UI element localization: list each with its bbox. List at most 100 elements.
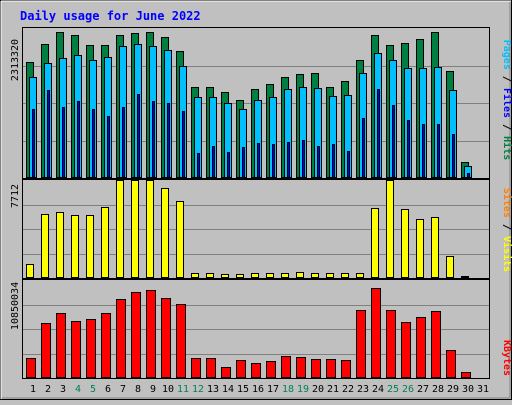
hits-bar-pages-16 [257, 143, 260, 178]
hits-bar-pages-1 [32, 109, 35, 178]
kbytes-bar-kbytes-19 [296, 357, 306, 378]
svg-text:Sites / Visits: Sites / Visits [501, 188, 512, 272]
day-label: 4 [75, 384, 81, 395]
legend-hits: Hits [501, 136, 512, 160]
visits-bar-visits-11 [176, 201, 184, 278]
day-label: 30 [462, 384, 474, 395]
kbytes-bar-kbytes-27 [416, 317, 426, 378]
day-label: 3 [60, 384, 66, 395]
day-label: 9 [150, 384, 156, 395]
day-label: 27 [417, 384, 429, 395]
day-label: 25 [387, 384, 399, 395]
visits-bar-visits-9 [146, 180, 154, 278]
day-label: 15 [237, 384, 249, 395]
kbytes-bar-kbytes-24 [371, 288, 381, 378]
visits-bar-visits-23 [356, 273, 364, 278]
day-labels: 1 2 3 4 5 6 7 8 9 10 11 12 13 14 15 16 17 18 19 20 21 22 23 24 2… [30, 384, 489, 395]
hits-bar-pages-12 [197, 153, 200, 178]
hits-bar-pages-25 [392, 105, 395, 178]
day-label: 20 [312, 384, 324, 395]
day-label: 19 [297, 384, 309, 395]
day-label: 17 [267, 384, 279, 395]
hits-bar-pages-17 [272, 144, 275, 178]
hits-bar-pages-3 [62, 107, 65, 178]
visits-bar-visits-1 [26, 264, 34, 278]
hits-bar-pages-19 [302, 140, 305, 178]
kbytes-bar-kbytes-13 [206, 358, 216, 378]
legend-sites: Sites [501, 188, 512, 218]
visits-bar-visits-30 [461, 276, 469, 278]
hits-ymax-label: 2313320 [10, 39, 21, 81]
visits-bar-visits-28 [431, 217, 439, 278]
day-label: 10 [162, 384, 174, 395]
visits-bar-visits-15 [236, 274, 244, 278]
day-label: 5 [90, 384, 96, 395]
day-label: 23 [357, 384, 369, 395]
kbytes-bar-kbytes-9 [146, 290, 156, 378]
day-label: 29 [447, 384, 459, 395]
hits-bar-pages-6 [107, 116, 110, 178]
bars [26, 32, 472, 378]
visits-bar-visits-21 [326, 273, 334, 278]
visits-bar-visits-19 [296, 272, 304, 278]
day-label: 12 [192, 384, 204, 395]
visits-bar-visits-22 [341, 273, 349, 278]
kbytes-panel-frame [22, 279, 490, 379]
kbytes-bar-kbytes-14 [221, 367, 231, 378]
hits-bar-pages-18 [287, 142, 290, 178]
kbytes-bar-kbytes-1 [26, 358, 36, 378]
kbytes-bar-kbytes-22 [341, 360, 351, 378]
hits-bar-pages-14 [227, 152, 230, 178]
visits-bar-visits-24 [371, 208, 379, 278]
kbytes-bar-kbytes-21 [326, 359, 336, 378]
kbytes-bar-kbytes-17 [266, 361, 276, 378]
day-label: 26 [402, 384, 414, 395]
day-label: 21 [327, 384, 339, 395]
visits-bar-visits-2 [41, 214, 49, 278]
kbytes-bar-kbytes-18 [281, 356, 291, 378]
visits-bar-visits-16 [251, 273, 259, 278]
legend-files: Files [501, 88, 512, 118]
kbytes-bar-kbytes-16 [251, 363, 261, 378]
legend-sep-2: / [501, 124, 512, 130]
day-label: 14 [222, 384, 234, 395]
hits-bar-pages-11 [182, 111, 185, 178]
day-label: 1 [30, 384, 36, 395]
chart-title: Daily usage for June 2022 [20, 9, 201, 23]
visits-bar-visits-6 [101, 207, 109, 278]
legend-kbytes: KBytes [501, 340, 512, 376]
hits-bar-pages-21 [332, 144, 335, 178]
kbytes-bar-kbytes-20 [311, 359, 321, 378]
visits-bar-visits-27 [416, 219, 424, 278]
visits-ymax-label: 7712 [10, 184, 21, 208]
visits-bar-visits-10 [161, 188, 169, 278]
visits-bar-visits-20 [311, 273, 319, 278]
day-label: 8 [135, 384, 141, 395]
hits-bar-pages-28 [437, 124, 440, 178]
kbytes-bar-kbytes-4 [71, 321, 81, 378]
hits-bar-pages-15 [242, 147, 245, 178]
visits-bar-visits-14 [221, 274, 229, 278]
hits-bar-pages-10 [167, 103, 170, 178]
hits-bar-pages-26 [407, 120, 410, 178]
kbytes-bar-kbytes-10 [161, 298, 171, 378]
kbytes-bar-kbytes-5 [86, 319, 96, 378]
visits-bar-visits-17 [266, 273, 274, 278]
hits-bar-pages-13 [212, 146, 215, 178]
kbytes-bar-kbytes-7 [116, 299, 126, 378]
kbytes-bar-kbytes-30 [461, 372, 471, 378]
hits-bar-pages-8 [137, 94, 140, 178]
kbytes-bar-kbytes-25 [386, 310, 396, 378]
kbytes-legend: KBytes [501, 340, 512, 376]
hits-bar-pages-5 [92, 109, 95, 178]
day-label: 11 [177, 384, 189, 395]
hits-bar-pages-4 [77, 101, 80, 178]
hits-bar-pages-23 [362, 118, 365, 178]
legend-pages: Pages [501, 40, 512, 70]
day-label: 22 [342, 384, 354, 395]
kbytes-bar-kbytes-3 [56, 313, 66, 378]
visits-bar-visits-12 [191, 273, 199, 278]
visits-bar-visits-5 [86, 215, 94, 278]
